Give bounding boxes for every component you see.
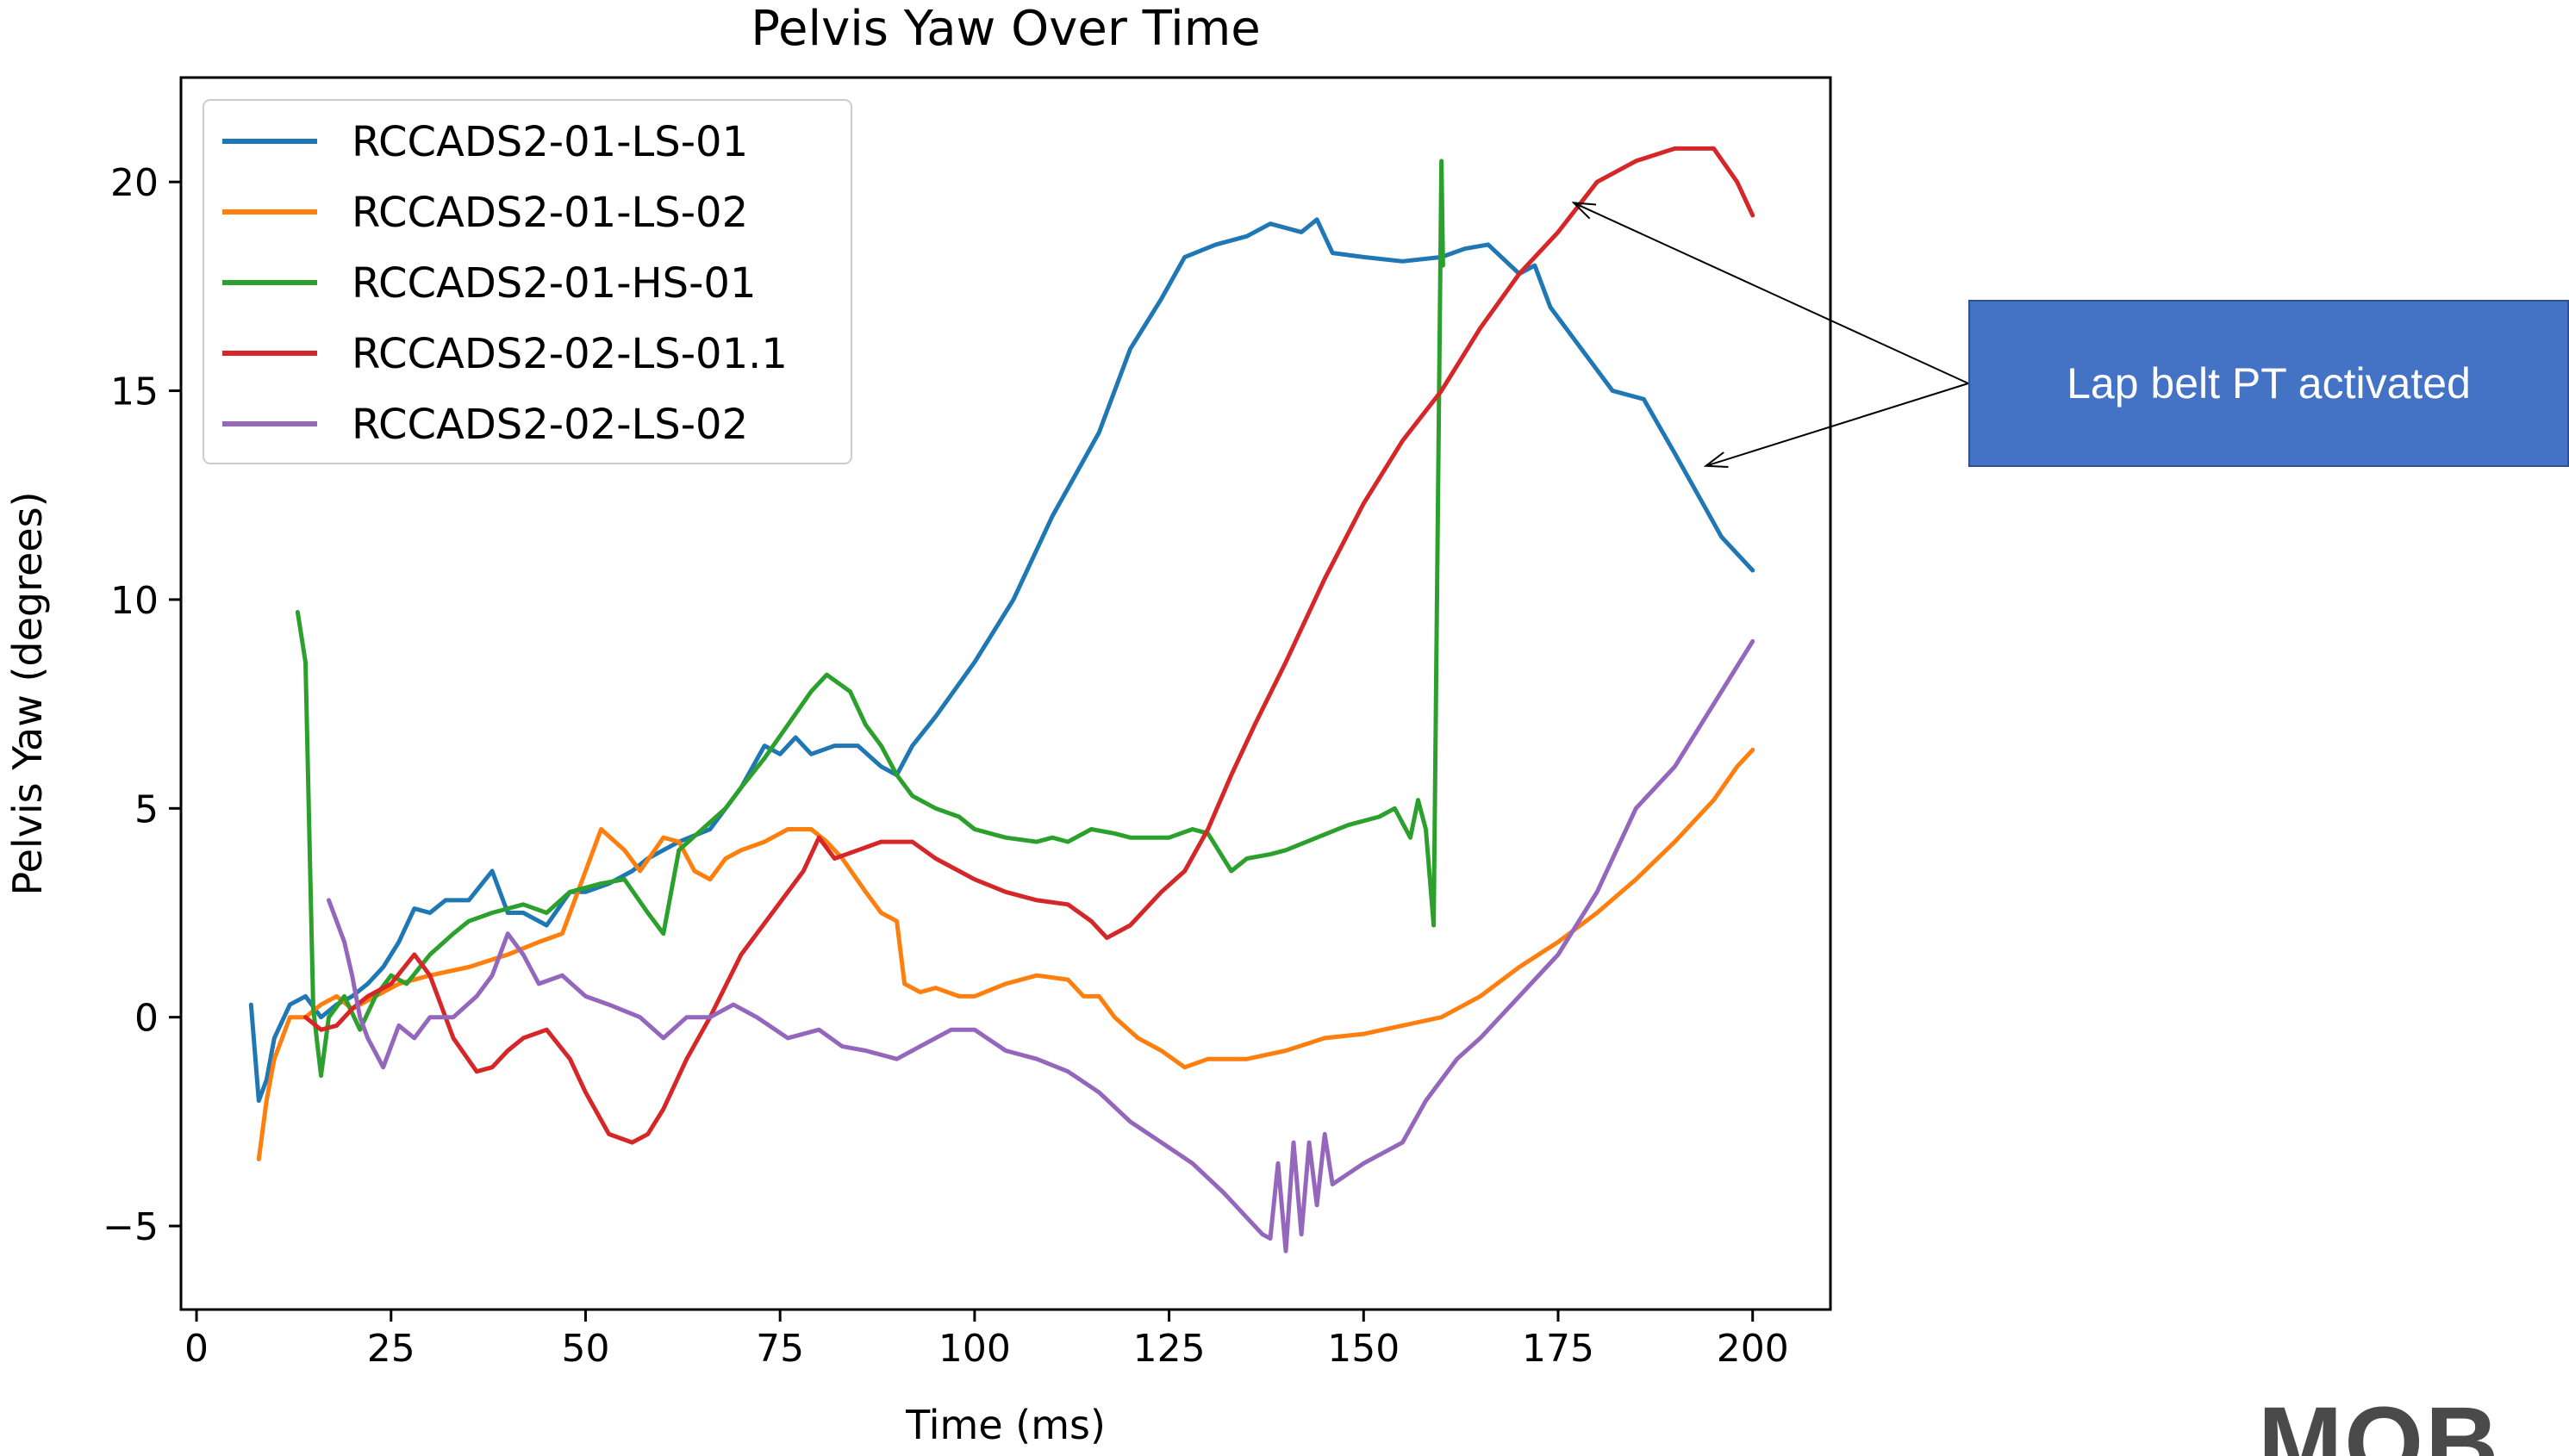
legend-label: RCCADS2-01-HS-01 — [352, 259, 756, 308]
y-axis-ticks: −5 0 5 10 15 20 — [103, 161, 181, 1249]
y-axis-title: Pelvis Yaw (degrees) — [4, 491, 51, 895]
legend-label: RCCADS2-01-LS-01 — [352, 118, 748, 166]
x-tick-label: 175 — [1522, 1327, 1594, 1371]
series-line-3 — [295, 159, 1445, 1078]
plot-area-frame — [179, 76, 1832, 1311]
annotation-arrowhead — [1571, 202, 1597, 220]
x-tick-label: 150 — [1327, 1327, 1400, 1371]
annotation-arrow — [1573, 202, 1969, 384]
y-tick-label: 20 — [110, 161, 159, 205]
series-layer — [248, 146, 1755, 1254]
x-tick-label: 0 — [184, 1327, 209, 1371]
series-line-5 — [327, 638, 1755, 1254]
y-tick-label: 10 — [110, 579, 159, 623]
annotation-arrows — [1571, 202, 1969, 468]
x-tick-label: 100 — [938, 1327, 1011, 1371]
legend-label: RCCADS2-01-LS-02 — [352, 189, 748, 237]
x-axis-ticks: 0 25 50 75 100 125 150 175 200 — [184, 1310, 1789, 1371]
x-tick-label: 75 — [756, 1327, 804, 1371]
x-tick-label: 200 — [1717, 1327, 1789, 1371]
y-tick-label: −5 — [103, 1205, 159, 1249]
logo: MOB — [2258, 1391, 2569, 1456]
y-tick-label: 0 — [134, 997, 159, 1041]
x-tick-label: 50 — [561, 1327, 609, 1371]
series-line-2 — [256, 747, 1755, 1161]
x-tick-label: 125 — [1133, 1327, 1206, 1371]
legend-label: RCCADS2-02-LS-02 — [352, 401, 748, 449]
chart-title: Pelvis Yaw Over Time — [751, 1, 1260, 57]
series-line-4 — [303, 146, 1755, 1145]
x-axis-title: Time (ms) — [905, 1402, 1106, 1448]
y-tick-label: 5 — [134, 787, 159, 831]
y-tick-label: 15 — [110, 370, 159, 414]
legend: RCCADS2-01-LS-01 RCCADS2-01-LS-02 RCCADS2-… — [203, 99, 852, 464]
logo-text: MOB — [2258, 1391, 2501, 1456]
annotation-text: Lap belt PT activated — [2067, 359, 2471, 408]
series-line-1 — [248, 217, 1755, 1104]
annotation-callout: Lap belt PT activated — [1968, 300, 2569, 467]
annotation-arrowhead — [1703, 451, 1729, 468]
legend-box — [203, 99, 852, 464]
legend-label: RCCADS2-02-LS-01.1 — [352, 330, 788, 378]
annotation-arrow — [1705, 383, 1969, 467]
x-tick-label: 25 — [367, 1327, 415, 1371]
